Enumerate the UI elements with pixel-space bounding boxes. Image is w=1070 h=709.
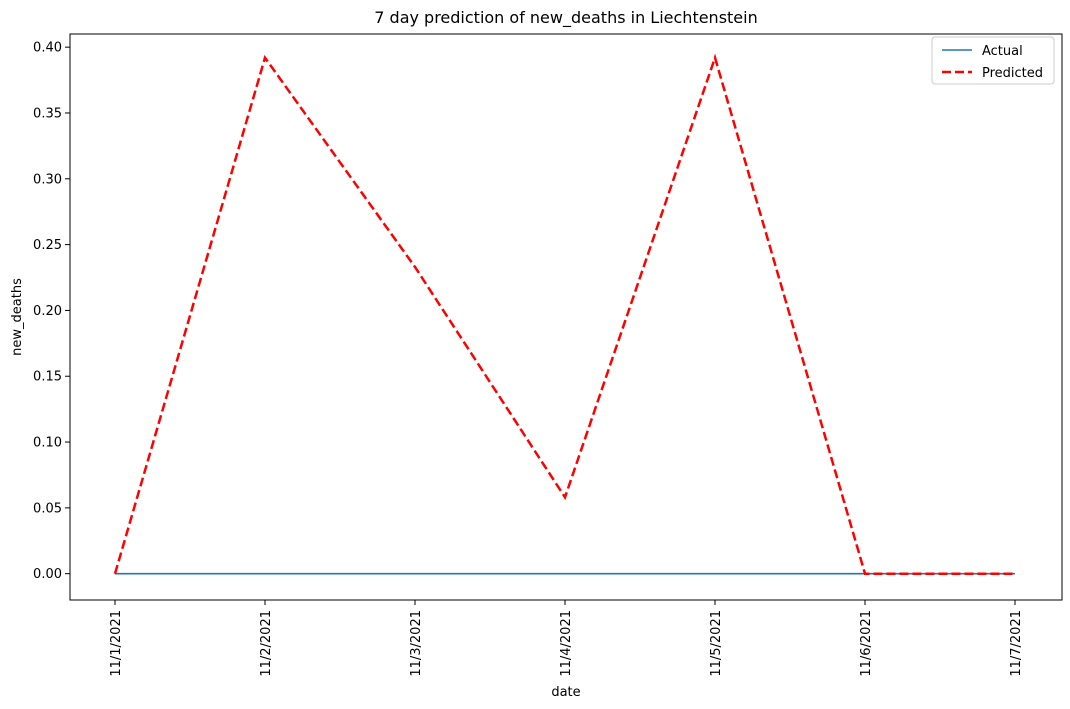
plot-frame xyxy=(69,33,1063,601)
y-tick-label: 0.25 xyxy=(33,238,62,253)
x-axis-title: date xyxy=(551,685,580,700)
x-tick-label: 11/7/2021 xyxy=(1009,610,1024,677)
chart-title: 7 day prediction of new_deaths in Liecht… xyxy=(374,8,757,28)
y-tick-label: 0.40 xyxy=(33,41,62,56)
legend-label-predicted: Predicted xyxy=(982,66,1043,81)
x-tick-label: 11/1/2021 xyxy=(109,610,124,677)
x-tick-label: 11/6/2021 xyxy=(859,610,874,677)
y-tick-label: 0.10 xyxy=(33,436,62,451)
y-tick-label: 0.05 xyxy=(33,501,62,516)
y-axis: 0.00 0.05 0.10 0.15 0.20 0.25 0.30 0.35 0.40 xyxy=(33,41,70,582)
x-tick-label: 11/4/2021 xyxy=(559,610,574,677)
x-tick-label: 11/5/2021 xyxy=(709,610,724,677)
y-tick-label: 0.00 xyxy=(33,567,62,582)
plot-area xyxy=(69,33,1063,601)
series-line-predicted xyxy=(113,53,1015,575)
y-tick-label: 0.15 xyxy=(33,370,62,385)
plot-background xyxy=(70,34,1062,600)
x-tick-label: 11/3/2021 xyxy=(409,610,424,677)
y-tick-label: 0.20 xyxy=(33,304,62,319)
x-tick-label: 11/2/2021 xyxy=(259,610,274,677)
series-layer xyxy=(113,53,1015,575)
y-tick-label: 0.35 xyxy=(33,106,62,121)
legend-label-actual: Actual xyxy=(982,44,1023,59)
legend: Actual Predicted xyxy=(931,36,1055,85)
y-axis-title: new_deaths xyxy=(10,278,25,356)
x-axis: 11/1/2021 11/2/2021 11/3/2021 11/4/2021 11/5… xyxy=(109,600,1024,677)
y-tick-label: 0.30 xyxy=(33,172,62,187)
